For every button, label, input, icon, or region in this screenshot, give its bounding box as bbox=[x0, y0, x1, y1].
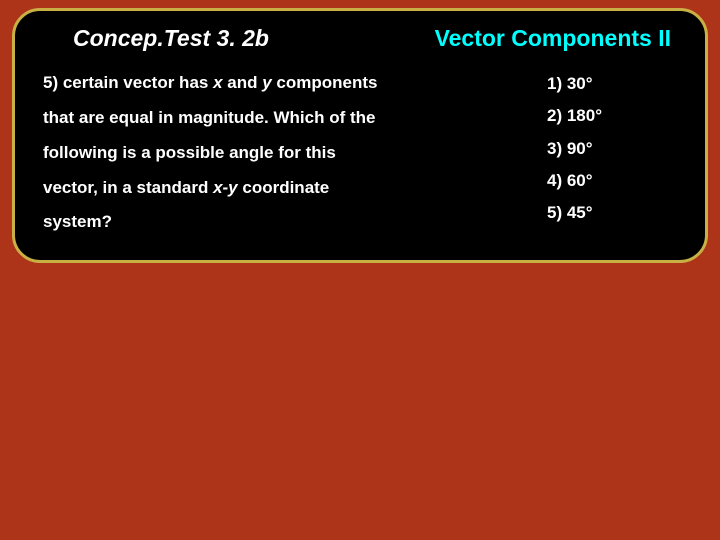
q4-prefix: vector, in a standard bbox=[43, 178, 213, 197]
answer-2: 2) 180° bbox=[547, 100, 677, 132]
header-titles: Concep.Test 3. 2b Vector Components II bbox=[43, 25, 677, 52]
title-left: Concep.Test 3. 2b bbox=[43, 25, 269, 52]
q1-suffix: components bbox=[272, 73, 378, 92]
question-line-4: vector, in a standard x-y coordinate bbox=[43, 171, 507, 206]
q1-prefix: 5) certain vector has bbox=[43, 73, 213, 92]
q1-x: x bbox=[213, 73, 222, 92]
answer-4: 4) 60° bbox=[547, 165, 677, 197]
question-card: Concep.Test 3. 2b Vector Components II 5… bbox=[12, 8, 708, 263]
question-line-2: that are equal in magnitude. Which of th… bbox=[43, 101, 507, 136]
question-line-1: 5) certain vector has x and y components bbox=[43, 66, 507, 101]
question-text: 5) certain vector has x and y components… bbox=[43, 66, 507, 240]
title-right: Vector Components II bbox=[435, 25, 677, 52]
q1-y: y bbox=[262, 73, 271, 92]
q4-suffix: coordinate bbox=[238, 178, 330, 197]
q1-mid: and bbox=[223, 73, 263, 92]
answer-1: 1) 30° bbox=[547, 68, 677, 100]
question-line-3: following is a possible angle for this bbox=[43, 136, 507, 171]
content-row: 5) certain vector has x and y components… bbox=[43, 66, 677, 240]
answer-5: 5) 45° bbox=[547, 197, 677, 229]
answer-list: 1) 30° 2) 180° 3) 90° 4) 60° 5) 45° bbox=[547, 66, 677, 240]
answer-3: 3) 90° bbox=[547, 133, 677, 165]
q4-xy: x-y bbox=[213, 178, 238, 197]
question-line-5: system? bbox=[43, 205, 507, 240]
